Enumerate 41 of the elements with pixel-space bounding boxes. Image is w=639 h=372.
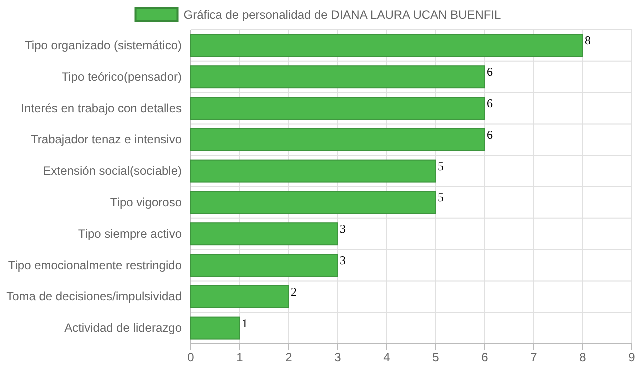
- x-tick-label: 1: [236, 350, 244, 365]
- data-label: 6: [487, 65, 493, 80]
- legend-label: Gráfica de personalidad de DIANA LAURA UCAN BUENFIL: [184, 8, 502, 22]
- bar: [190, 316, 240, 340]
- data-label: 3: [340, 254, 346, 268]
- y-tick-label: Tipo teórico(pensador): [62, 70, 182, 84]
- y-tick-label: Extensión social(sociable): [43, 164, 182, 178]
- data-label: 6: [487, 128, 493, 142]
- y-tick-label: Interés en trabajo con detalles: [21, 101, 182, 116]
- data-label: 8: [585, 34, 591, 48]
- x-tick-label: 3: [334, 350, 342, 365]
- bar: [190, 34, 584, 58]
- x-tick-label: 6: [482, 350, 489, 365]
- bar: [190, 191, 436, 214]
- bar: [190, 222, 338, 246]
- data-label: 5: [438, 190, 444, 205]
- y-tick-label: Tipo organizado (sistemático): [25, 38, 182, 53]
- x-tick-label: 8: [580, 350, 587, 365]
- data-label: 1: [242, 316, 248, 330]
- bar: [190, 160, 436, 183]
- bar: [190, 128, 486, 152]
- bar: [190, 254, 338, 277]
- x-tick-label: 2: [286, 350, 293, 365]
- data-label: 5: [438, 159, 444, 174]
- y-tick-label: Tipo siempre activo: [78, 226, 182, 241]
- bar: [190, 97, 486, 120]
- x-tick-label: 4: [384, 350, 391, 365]
- bar: [190, 66, 486, 89]
- x-tick-label: 9: [628, 350, 636, 365]
- x-tick-label: 5: [432, 350, 440, 365]
- x-tick-label: 0: [188, 350, 195, 365]
- y-tick-label: Actividad de liderazgo: [64, 321, 182, 336]
- y-tick-label: Trabajador tenaz e intensivo: [31, 132, 182, 147]
- y-tick-label: Toma de decisiones/impulsividad: [6, 290, 182, 304]
- bar: [190, 285, 290, 308]
- data-label: 2: [291, 284, 297, 299]
- data-label: 3: [340, 222, 346, 236]
- y-tick-label: Tipo emocionalmente restringido: [8, 258, 182, 272]
- x-tick-label: 7: [530, 350, 538, 365]
- y-tick-label: Tipo vigoroso: [110, 196, 182, 210]
- data-label: 6: [487, 96, 493, 111]
